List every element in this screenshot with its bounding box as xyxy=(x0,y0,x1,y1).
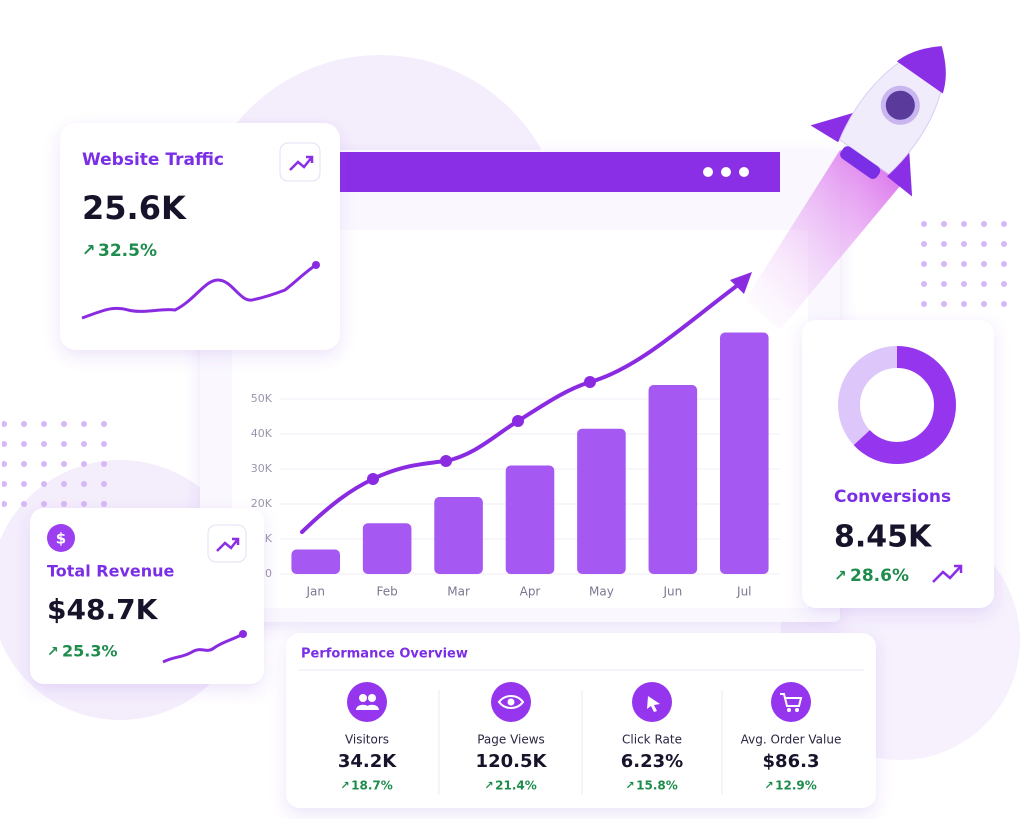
donut-arc xyxy=(838,346,956,464)
rocket-fin xyxy=(887,145,913,197)
dot-grid xyxy=(2,412,112,512)
visitors-icon xyxy=(347,682,387,722)
metric-value: 120.5K xyxy=(476,751,548,772)
metric-value: 6.23% xyxy=(621,751,683,772)
card-change: 25.3% xyxy=(62,642,118,661)
dollar-icon-text: $ xyxy=(56,530,66,548)
bar xyxy=(577,428,626,574)
change-arrow: ↗ xyxy=(834,567,847,585)
icon-part xyxy=(795,708,799,712)
metric-change: 21.4% xyxy=(495,779,537,793)
icon-part xyxy=(780,693,803,707)
sparkline-end xyxy=(239,630,247,638)
trend-dot xyxy=(367,473,379,485)
card-value: 25.6K xyxy=(82,189,187,227)
change-arrow: ↗ xyxy=(484,779,493,792)
dot-grid xyxy=(912,220,1012,320)
bar xyxy=(720,332,769,574)
card-value: 8.45K xyxy=(834,520,933,555)
sparkline xyxy=(81,263,317,320)
revenue-card xyxy=(30,508,264,684)
x-tick-label: Jun xyxy=(662,585,682,599)
x-tick-label: Feb xyxy=(377,585,398,599)
icon-part xyxy=(497,695,525,709)
rocket-window xyxy=(880,85,920,125)
card-title: Conversions xyxy=(834,487,951,507)
x-tick-label: Apr xyxy=(520,585,541,599)
trend-arrow-head xyxy=(730,272,752,294)
icon-part xyxy=(368,694,376,702)
metric-change: 15.8% xyxy=(636,779,678,793)
card-title: Performance Overview xyxy=(301,647,468,662)
y-tick-label: 30K xyxy=(251,462,273,475)
y-tick-label: 50K xyxy=(251,392,273,405)
icon-part xyxy=(356,704,379,710)
bar xyxy=(648,385,698,574)
x-tick-label: Mar xyxy=(447,585,470,599)
metric-label: Page Views xyxy=(477,733,545,747)
metric-change: 12.9% xyxy=(775,779,817,793)
change-arrow: ↗ xyxy=(764,779,773,792)
trend-icon xyxy=(932,564,963,583)
window-dot xyxy=(721,167,731,177)
metric-change: 18.7% xyxy=(351,779,393,793)
trend-icon-box xyxy=(279,142,321,182)
card-title: Website Traffic xyxy=(82,150,224,170)
sparkline xyxy=(162,632,244,664)
trend-dot xyxy=(512,415,524,427)
dollar-icon xyxy=(47,524,75,552)
icon-part xyxy=(787,708,791,712)
card-title: Total Revenue xyxy=(47,562,175,581)
y-tick-label: 40K xyxy=(251,427,273,440)
cart-icon xyxy=(771,682,811,722)
bar xyxy=(505,465,555,574)
trend-icon xyxy=(289,155,314,171)
change-arrow: ↗ xyxy=(82,241,95,260)
window-dot xyxy=(703,167,713,177)
trend-icon xyxy=(216,537,240,552)
x-tick-label: Jan xyxy=(305,585,325,599)
y-tick-label: 20K xyxy=(251,497,273,510)
icon-part xyxy=(647,696,660,712)
bar xyxy=(291,549,340,574)
metric-value: $86.3 xyxy=(763,751,820,772)
rocket-fin xyxy=(810,110,860,143)
rocket-nose xyxy=(896,46,946,94)
bar xyxy=(362,523,412,574)
bar-chart: 010K20K30K40K50KJanFebMarAprMayJunJul xyxy=(251,332,780,599)
performance-card xyxy=(286,633,876,808)
y-tick-label: 0 xyxy=(265,567,272,580)
change-arrow: ↗ xyxy=(340,779,349,792)
metric-value: 34.2K xyxy=(338,751,397,772)
trend-dot xyxy=(584,376,596,388)
metric-label: Avg. Order Value xyxy=(741,733,842,747)
card-change: 32.5% xyxy=(98,241,157,261)
metric-label: Visitors xyxy=(345,733,389,747)
metric-label: Click Rate xyxy=(622,733,682,747)
change-arrow: ↗ xyxy=(47,644,59,660)
card-value: $48.7K xyxy=(47,593,159,626)
rocket xyxy=(810,45,946,197)
icon-part xyxy=(359,694,367,702)
traffic-card xyxy=(60,123,340,350)
rocket-flame xyxy=(745,150,905,330)
trend-dot xyxy=(440,455,452,467)
bar xyxy=(434,497,483,574)
x-tick-label: May xyxy=(589,585,614,599)
sparkline-end xyxy=(312,261,320,269)
icon-part xyxy=(507,698,515,706)
change-arrow: ↗ xyxy=(625,779,634,792)
x-tick-label: Jul xyxy=(736,585,751,599)
rocket-nozzle xyxy=(840,146,881,179)
card-change: 28.6% xyxy=(850,566,909,586)
window-dot xyxy=(739,167,749,177)
